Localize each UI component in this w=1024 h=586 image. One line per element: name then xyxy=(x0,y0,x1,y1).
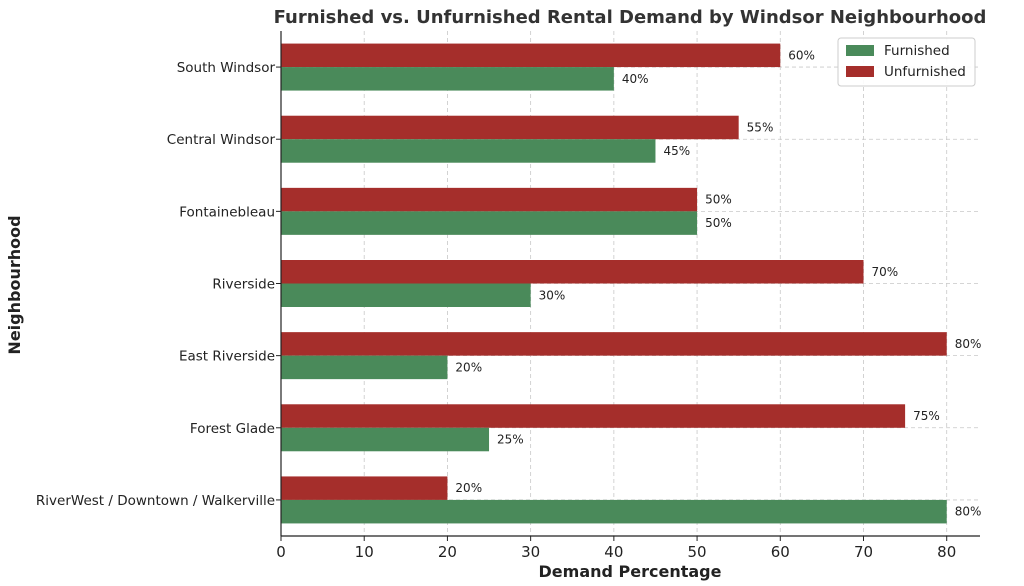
bar-unfurnished xyxy=(281,404,906,428)
bars xyxy=(281,43,947,524)
axes xyxy=(276,31,980,541)
chart-title: Furnished vs. Unfurnished Rental Demand … xyxy=(274,7,987,28)
bar-unfurnished xyxy=(281,187,698,212)
value-label-furnished: 50% xyxy=(705,216,732,230)
value-label-furnished: 30% xyxy=(539,288,566,302)
x-tick-label: 80 xyxy=(937,543,956,561)
bar-unfurnished xyxy=(281,260,864,284)
x-tick-label: 50 xyxy=(688,543,707,561)
value-label-furnished: 40% xyxy=(622,72,649,86)
bar-unfurnished xyxy=(281,43,781,68)
bar-furnished xyxy=(281,427,490,452)
value-label-furnished: 80% xyxy=(955,505,982,519)
x-tick-label: 0 xyxy=(276,543,286,561)
category-label: Fontainebleau xyxy=(179,204,275,220)
value-label-furnished: 45% xyxy=(663,144,690,158)
category-label: South Windsor xyxy=(177,60,276,76)
labels: 0 10 20 30 40 50 60 70 80 60% 40% South Windsor 55% 4… xyxy=(36,48,981,561)
value-label-unfurnished: 20% xyxy=(455,481,482,495)
bar-furnished xyxy=(281,355,448,380)
x-tick-label: 30 xyxy=(521,543,540,561)
legend-swatch xyxy=(846,45,874,56)
value-label-unfurnished: 75% xyxy=(913,409,940,423)
value-label-unfurnished: 80% xyxy=(955,337,982,351)
category-label: RiverWest / Downtown / Walkerville xyxy=(36,493,275,509)
legend-label: Unfurnished xyxy=(884,64,966,80)
value-label-furnished: 20% xyxy=(455,360,482,374)
category-label: East Riverside xyxy=(179,349,275,365)
x-tick-label: 10 xyxy=(355,543,374,561)
value-label-unfurnished: 70% xyxy=(872,265,899,279)
x-axis-title: Demand Percentage xyxy=(539,562,722,581)
bar-furnished xyxy=(281,139,656,163)
legend-label: Furnished xyxy=(884,43,950,59)
x-tick-label: 20 xyxy=(438,543,457,561)
category-label: Riverside xyxy=(212,277,275,293)
bar-unfurnished xyxy=(281,332,947,356)
bar-unfurnished xyxy=(281,115,739,140)
bar-furnished xyxy=(281,211,698,235)
value-label-furnished: 25% xyxy=(497,433,524,447)
bar-furnished xyxy=(281,67,614,91)
legend-swatch xyxy=(846,66,874,77)
legend: Furnished Unfurnished xyxy=(837,37,976,87)
value-label-unfurnished: 60% xyxy=(788,48,815,62)
x-tick-label: 70 xyxy=(854,543,873,561)
x-tick-label: 60 xyxy=(771,543,790,561)
category-label: Central Windsor xyxy=(167,132,276,148)
category-label: Forest Glade xyxy=(190,421,275,437)
value-label-unfurnished: 55% xyxy=(747,120,774,134)
x-tick-label: 40 xyxy=(604,543,623,561)
value-label-unfurnished: 50% xyxy=(705,193,732,207)
bar-furnished xyxy=(281,283,531,307)
y-axis-title: Neighbourhood xyxy=(5,215,24,354)
bar-furnished xyxy=(281,499,947,524)
bar-unfurnished xyxy=(281,476,448,500)
